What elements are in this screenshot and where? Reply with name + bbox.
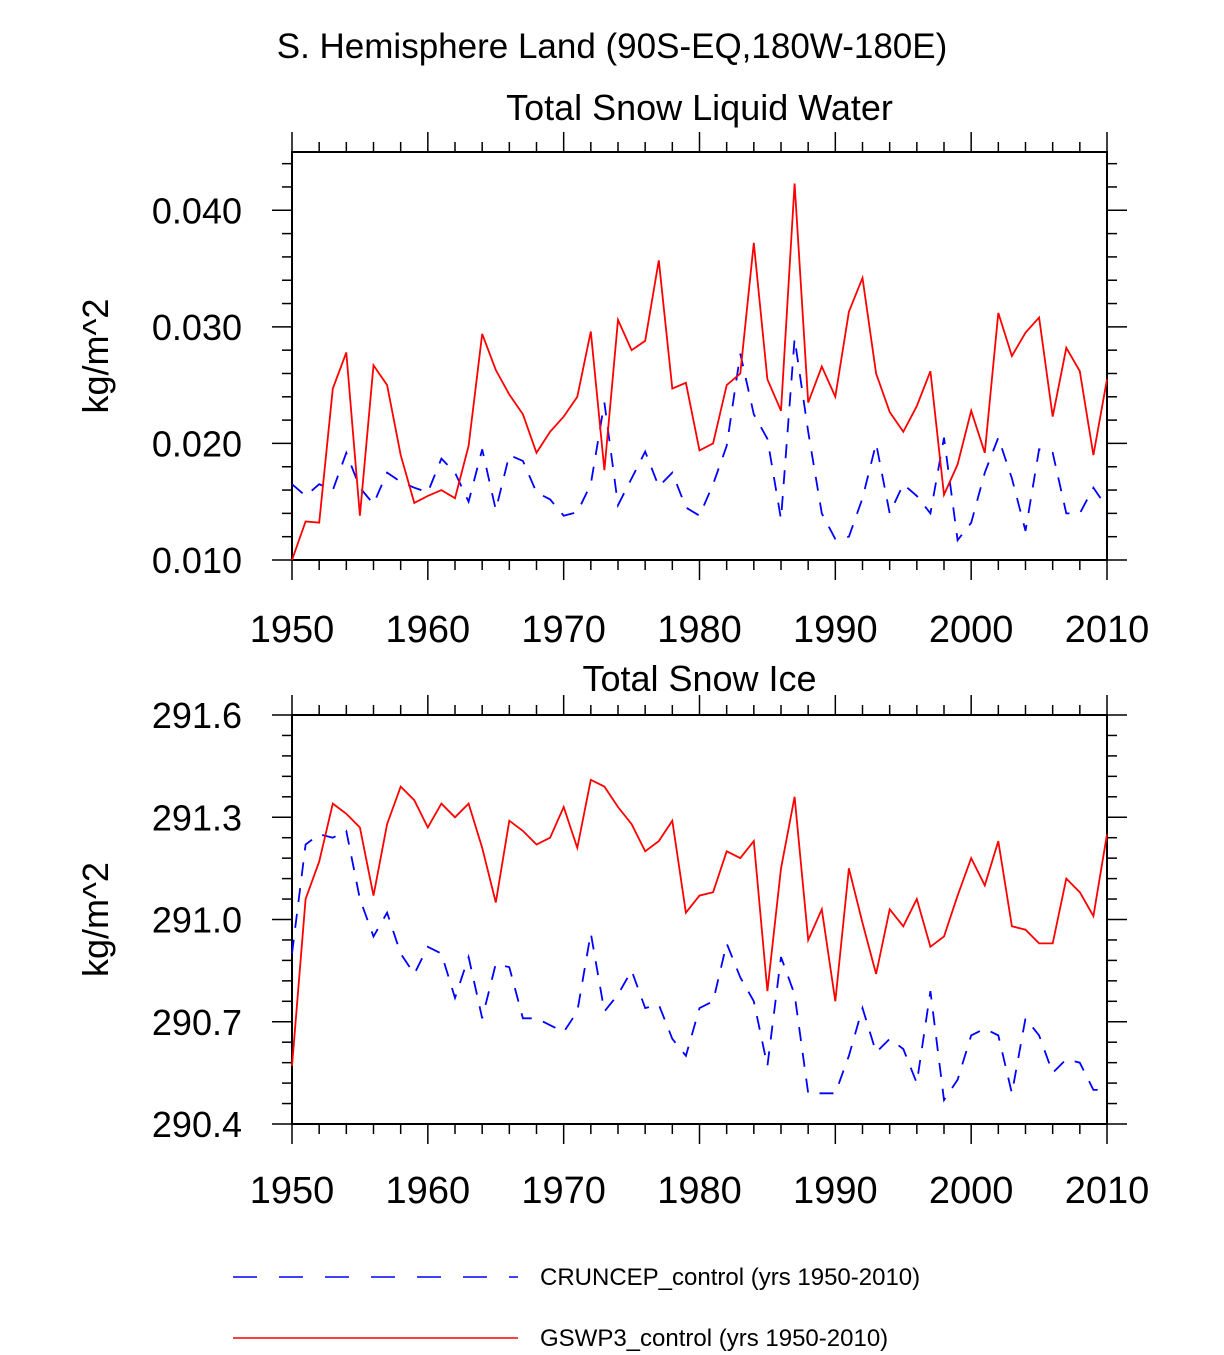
series-line-cruncep-liquid-water	[291, 338, 1108, 543]
x-tick-label: 1970	[521, 609, 606, 651]
y-axis-label-liquid-water: kg/m^2	[75, 299, 116, 414]
x-tick-label: 1950	[250, 1170, 335, 1212]
series-line-gswp3-snow-ice	[291, 778, 1108, 1067]
chart-title-liquid-water: Total Snow Liquid Water	[506, 87, 893, 128]
x-tick-label: 2010	[1065, 609, 1150, 651]
y-tick-label: 0.020	[152, 423, 242, 464]
x-tick-label: 1960	[386, 609, 471, 651]
x-tick-label: 2000	[929, 1170, 1014, 1212]
y-tick-label: 290.7	[152, 1002, 242, 1043]
y-tick-label: 291.3	[152, 797, 242, 838]
y-tick-label: 290.4	[152, 1104, 242, 1145]
x-tick-label: 1970	[521, 1170, 606, 1212]
x-tick-label: 2010	[1065, 1170, 1150, 1212]
x-tick-label: 1990	[793, 1170, 878, 1212]
x-tick-label: 1960	[386, 1170, 471, 1212]
chart-title-snow-ice: Total Snow Ice	[582, 658, 816, 699]
y-tick-label: 291.0	[152, 900, 242, 941]
legend-label-cruncep: CRUNCEP_control (yrs 1950-2010)	[540, 1264, 920, 1291]
series-line-cruncep-snow-ice	[291, 829, 1107, 1103]
y-tick-label: 0.040	[152, 190, 242, 231]
plot-frame-liquid-water	[291, 151, 1108, 561]
x-tick-label: 2000	[929, 609, 1014, 651]
x-tick-label: 1980	[657, 609, 742, 651]
x-tick-label: 1990	[793, 609, 878, 651]
chart-snow-liquid-water: Total Snow Liquid Water 1950 1960 1970 1980 1…	[75, 87, 1149, 651]
chart-snow-ice: Total Snow Ice 1950 1960 1970 1980 1990 2000 20…	[75, 658, 1149, 1212]
legend: CRUNCEP_control (yrs 1950-2010) GSWP3_co…	[233, 1264, 920, 1352]
plot-frame-snow-ice	[291, 714, 1108, 1125]
y-tick-label: 0.030	[152, 307, 242, 348]
x-tick-label: 1980	[657, 1170, 742, 1212]
y-tick-label: 0.010	[152, 540, 242, 581]
legend-label-gswp3: GSWP3_control (yrs 1950-2010)	[540, 1325, 888, 1352]
series-line-gswp3-liquid-water	[291, 183, 1108, 561]
x-tick-label: 1950	[250, 609, 335, 651]
figure-title: S. Hemisphere Land (90S-EQ,180W-180E)	[277, 27, 948, 66]
y-tick-label: 291.6	[152, 695, 242, 736]
y-axis-label-snow-ice: kg/m^2	[75, 862, 116, 977]
